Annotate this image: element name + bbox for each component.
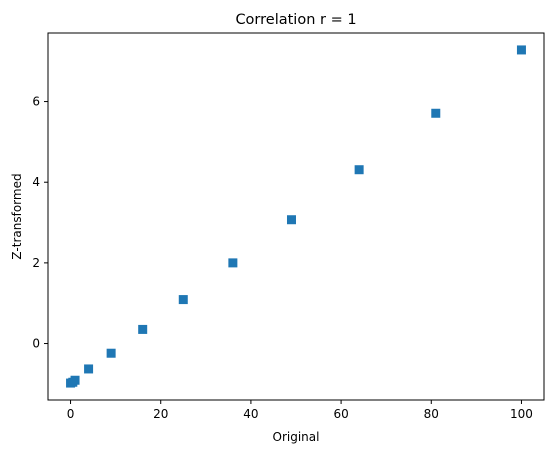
- x-tick-label-1: 20: [153, 407, 168, 421]
- x-tick-label-0: 0: [67, 407, 75, 421]
- x-axis-label: Original: [273, 430, 320, 444]
- data-points: [66, 45, 526, 388]
- plot-area: [48, 33, 544, 400]
- data-point-5: [138, 324, 148, 334]
- y-axis-ticks: 0 2 4 6: [32, 95, 48, 351]
- y-tick-label-2: 4: [32, 175, 40, 189]
- data-point-8: [286, 215, 296, 225]
- y-axis-label: Z-transformed: [10, 173, 24, 259]
- x-tick-label-5: 100: [510, 407, 533, 421]
- data-point-10: [431, 108, 441, 118]
- x-tick-label-4: 80: [424, 407, 439, 421]
- chart-title: Correlation r = 1: [235, 12, 356, 28]
- x-tick-label-3: 60: [333, 407, 348, 421]
- y-tick-label-0: 0: [32, 337, 40, 351]
- data-point-2: [70, 375, 80, 385]
- data-point-3: [84, 364, 94, 374]
- data-point-11: [516, 45, 526, 55]
- y-tick-label-1: 2: [32, 256, 40, 270]
- data-point-9: [354, 165, 364, 175]
- x-tick-label-2: 40: [243, 407, 258, 421]
- x-axis-ticks: 0 20 40 60 80 100: [67, 400, 533, 421]
- data-point-4: [106, 348, 116, 358]
- axes-frame: [47, 32, 545, 401]
- y-tick-label-3: 6: [32, 95, 40, 109]
- data-point-6: [178, 295, 188, 305]
- data-point-7: [228, 258, 238, 268]
